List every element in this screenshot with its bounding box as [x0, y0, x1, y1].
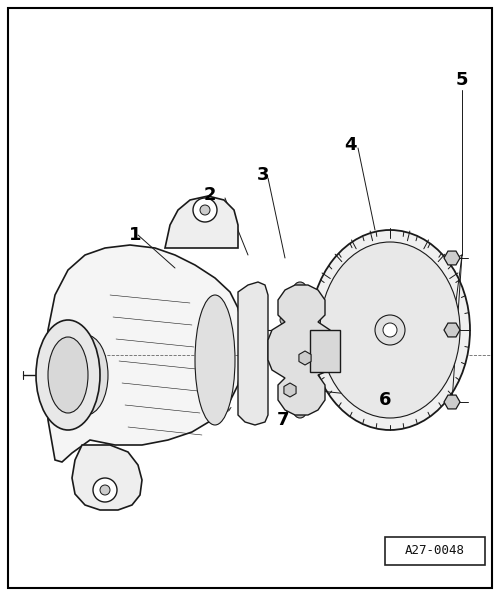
Polygon shape	[444, 395, 460, 409]
Circle shape	[200, 205, 210, 215]
Circle shape	[100, 485, 110, 495]
Ellipse shape	[64, 335, 108, 415]
Polygon shape	[45, 245, 242, 462]
Text: 5: 5	[456, 71, 468, 89]
Circle shape	[280, 315, 290, 325]
Text: 3: 3	[257, 166, 269, 184]
Text: 2: 2	[204, 186, 216, 204]
Ellipse shape	[310, 230, 470, 430]
Circle shape	[448, 398, 456, 406]
Text: 1: 1	[129, 226, 141, 244]
Text: 6: 6	[379, 391, 391, 409]
Circle shape	[383, 323, 397, 337]
Circle shape	[313, 315, 323, 325]
Circle shape	[280, 385, 290, 395]
Polygon shape	[310, 330, 340, 372]
Circle shape	[282, 335, 302, 355]
Ellipse shape	[36, 320, 100, 430]
Polygon shape	[444, 251, 460, 265]
Circle shape	[60, 367, 76, 383]
Circle shape	[375, 315, 405, 345]
Polygon shape	[444, 323, 460, 337]
Circle shape	[93, 478, 117, 502]
Ellipse shape	[195, 295, 235, 425]
Circle shape	[193, 198, 217, 222]
Circle shape	[286, 386, 294, 393]
Ellipse shape	[320, 242, 460, 418]
Circle shape	[302, 355, 308, 362]
Polygon shape	[268, 285, 335, 415]
Circle shape	[448, 254, 456, 262]
Polygon shape	[165, 196, 238, 248]
Polygon shape	[72, 445, 142, 510]
Text: 7: 7	[277, 411, 289, 429]
Circle shape	[272, 325, 312, 365]
Circle shape	[448, 326, 456, 334]
Text: A27-0048: A27-0048	[405, 545, 465, 557]
Polygon shape	[299, 351, 311, 365]
Polygon shape	[238, 282, 268, 425]
Circle shape	[294, 282, 306, 294]
Ellipse shape	[48, 337, 88, 413]
Polygon shape	[284, 383, 296, 397]
Text: 4: 4	[344, 136, 356, 154]
Bar	[385, 537, 485, 565]
Circle shape	[294, 406, 306, 418]
